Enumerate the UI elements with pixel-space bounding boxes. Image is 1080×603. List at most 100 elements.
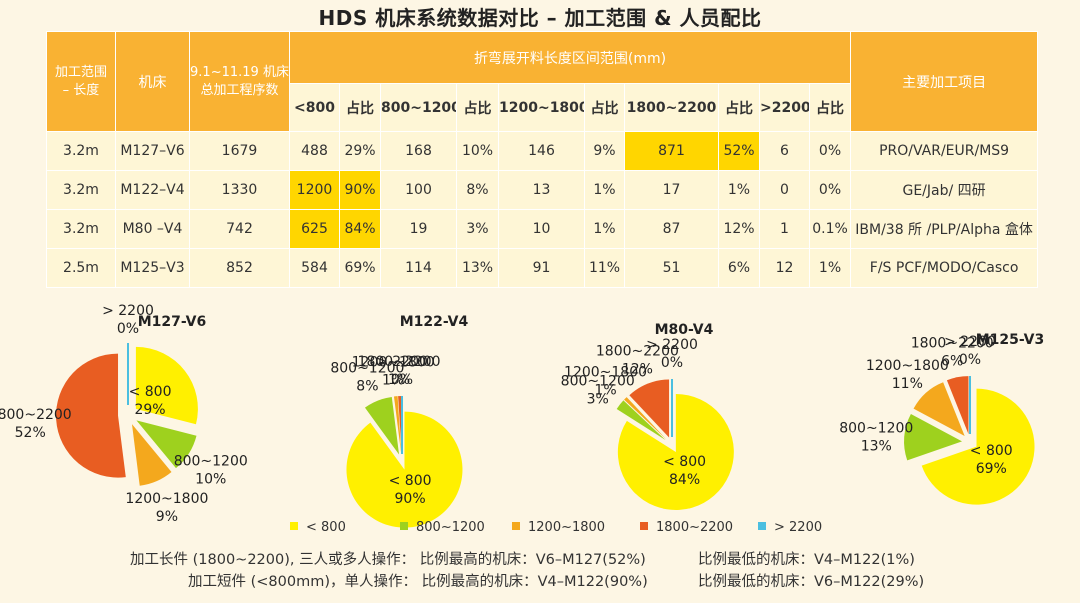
cell-ratio: 11% (584, 248, 625, 288)
header-range: 加工范围 – 长度 (46, 31, 116, 132)
cell-count: 87 (624, 209, 719, 249)
cell-ratio: 0% (808, 170, 852, 210)
slice-category-label: 800~1200 (839, 421, 913, 437)
header-bin-3: 1800~2200 (624, 83, 719, 132)
header-ratio-0: 占比 (339, 83, 381, 132)
table-row: 2.5m M125–V3 852 584 69% 114 13% 91 11% 51 6% 12 1% F… (46, 248, 1039, 288)
slice-value-label: 29% (134, 402, 165, 418)
pie-slice (135, 346, 198, 425)
cell-count: 12 (759, 248, 810, 288)
pie-slice (136, 420, 197, 469)
cell-count: 1 (759, 209, 810, 249)
cell-total: 1330 (189, 170, 290, 210)
cell-count: 146 (498, 131, 585, 171)
header-items-label: 主要加工项目 (902, 74, 987, 91)
pie-3: < 800 69% 800~1200 13% 1200~1800 11% 1800~2200… (839, 332, 1044, 505)
header-bin-2: 1200~1800 (498, 83, 585, 132)
slice-value-label: 0% (959, 352, 981, 368)
header-ratio-4: 占比 (808, 83, 852, 132)
slice-category-label: 1800~2200 (0, 407, 72, 423)
legend: < 800 800~1200 1200~1800 1800~2200 > 2200 (290, 520, 822, 535)
slice-category-label: > 2200 (646, 337, 698, 353)
slice-category-label: 800~1200 (561, 373, 635, 389)
legend-label: > 2200 (774, 520, 822, 535)
cell-count: 1200 (289, 170, 340, 210)
cell-total: 1679 (189, 131, 290, 171)
cell-count: 13 (498, 170, 585, 210)
cell-count: 17 (624, 170, 719, 210)
cell-ratio: 69% (339, 248, 381, 288)
header-machine: 机床 (115, 31, 190, 132)
cell-machine: M80 –V4 (115, 209, 190, 249)
pie-slice (364, 397, 400, 455)
cell-machine: M127–V6 (115, 131, 190, 171)
legend-label: 1200~1800 (528, 520, 605, 535)
table-row: 3.2m M127–V6 1679 488 29% 168 10% 146 9% 871 52% 6 0… (46, 131, 1039, 171)
slice-value-label: 1% (388, 372, 410, 388)
pie-slice (346, 411, 463, 528)
pie-title: M127-V6 (138, 314, 207, 330)
cell-count: 51 (624, 248, 719, 288)
pie-title: M122-V4 (400, 314, 469, 330)
legend-swatch (290, 522, 298, 530)
legend-swatch (640, 522, 648, 530)
slice-value-label: 13% (861, 439, 892, 455)
slice-category-label: < 800 (389, 473, 432, 489)
pie-0: < 800 29% 800~1200 10% 1200~1800 9% 1800~2200 5… (0, 303, 248, 525)
slice-category-label: 1800~2200 (358, 354, 441, 370)
slice-value-label: 0% (391, 372, 413, 388)
pie-title: M80-V4 (655, 322, 714, 338)
header-total: 9.1~11.19 机床 总加工程序数 (189, 31, 290, 132)
slice-value-label: 8% (356, 379, 378, 395)
pie-charts: < 800 29% 800~1200 10% 1200~1800 9% 1800~2200 5… (0, 303, 1044, 535)
slice-category-label: 1200~1800 (866, 358, 949, 374)
slice-value-label: 11% (892, 376, 923, 392)
header-range-label: 加工范围 – 长度 (54, 64, 107, 98)
header-length-group: 折弯展开料长度区间范围(mm) (288, 31, 852, 84)
slice-value-label: 52% (15, 425, 46, 441)
pie-slice (131, 424, 172, 486)
cell-ratio: 84% (339, 209, 381, 249)
pie-2: < 800 84% 800~1200 3% 1200~1800 1% 1800~2200 12… (561, 322, 734, 511)
slice-category-label: < 800 (663, 454, 706, 470)
note-long-left: 加工长件 (1800~2200), 三人或多人操作： 比例最高的机床：V6–M1… (130, 552, 646, 568)
header-bin-1: 800~1200 (380, 83, 457, 132)
pie-slice (629, 379, 670, 438)
pie-slice (56, 353, 126, 478)
note-long-right: 比例最低的机床：V4–M122(1%) (698, 552, 915, 568)
cell-count: 871 (624, 131, 719, 171)
cell-count: 100 (380, 170, 457, 210)
pie-title: M125-V3 (976, 332, 1045, 348)
cell-items: IBM/38 所 /PLP/Alpha 盒体 (850, 209, 1039, 249)
cell-machine: M125–V3 (115, 248, 190, 288)
cell-items: GE/Jab/ 四研 (850, 170, 1039, 210)
header-ratio-3: 占比 (718, 83, 760, 132)
cell-count: 19 (380, 209, 457, 249)
slice-value-label: 69% (976, 461, 1007, 477)
cell-ratio: 10% (456, 131, 499, 171)
table-row: 3.2m M122–V4 1330 1200 90% 100 8% 13 1% 17 1% 0 0% GE… (46, 170, 1039, 210)
slice-value-label: 3% (587, 391, 609, 407)
note-short-left: 加工短件 (<800mm)，单人操作： 比例最高的机床：V4–M122(90%) (188, 574, 648, 590)
slice-value-label: 1% (594, 383, 616, 399)
cell-machine: M122–V4 (115, 170, 190, 210)
cell-range: 2.5m (46, 248, 116, 288)
cell-ratio: 29% (339, 131, 381, 171)
legend-swatch (400, 522, 408, 530)
cell-count: 10 (498, 209, 585, 249)
cell-ratio: 1% (584, 170, 625, 210)
cell-count: 168 (380, 131, 457, 171)
cell-count: 488 (289, 131, 340, 171)
cell-count: 114 (380, 248, 457, 288)
cell-ratio: 12% (718, 209, 760, 249)
slice-category-label: < 800 (129, 384, 172, 400)
pie-slice (904, 413, 963, 461)
slice-category-label: < 800 (970, 443, 1013, 459)
legend-swatch (512, 522, 520, 530)
pie-slice (913, 382, 965, 437)
slice-value-label: 84% (669, 472, 700, 488)
legend-swatch (758, 522, 766, 530)
slice-category-label: 800~1200 (174, 454, 248, 470)
cell-ratio: 6% (718, 248, 760, 288)
cell-range: 3.2m (46, 170, 116, 210)
